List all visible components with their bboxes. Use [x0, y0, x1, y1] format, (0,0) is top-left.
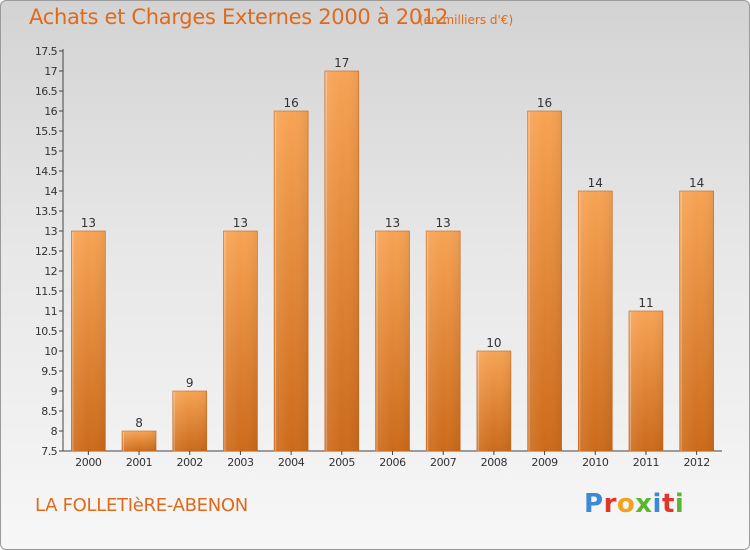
y-tick-label: 7.5: [41, 445, 57, 458]
y-tick-label: 12: [44, 265, 57, 278]
x-tick-label: 2010: [582, 456, 609, 469]
x-tick-label: 2012: [683, 456, 709, 469]
y-tick-label: 9.5: [41, 365, 57, 378]
x-tick-label: 2003: [227, 456, 254, 469]
bar-shine: [172, 391, 207, 451]
logo-letter: r: [603, 489, 617, 519]
bar-shine: [122, 431, 157, 451]
logo-letter: o: [616, 489, 636, 519]
data-label: 10: [486, 336, 501, 350]
x-tick-label: 2002: [177, 456, 203, 469]
y-tick-label: 12.5: [35, 245, 58, 258]
bar-shine: [628, 311, 663, 451]
data-labels: 13 8 9 13 16 17 13 13 10 16 14 11 14: [81, 56, 705, 430]
commune-name: LA FOLLETIèRE-ABENON: [35, 495, 248, 516]
y-tick-label: 10: [44, 345, 57, 358]
bar-shine: [223, 231, 258, 451]
bar-shine: [426, 231, 461, 451]
y-tick-label: 9: [51, 385, 58, 398]
data-label: 11: [638, 296, 653, 310]
y-tick-label: 8.5: [41, 405, 57, 418]
bar-shine: [476, 351, 511, 451]
bar-shine: [527, 111, 562, 451]
y-tick-label: 17.5: [35, 45, 58, 58]
x-axis-ticks: 2000 2001 2002 2003 2004 2005 2006 2007 2008 2009…: [75, 451, 710, 469]
x-tick-label: 2008: [481, 456, 508, 469]
y-tick-label: 16: [44, 105, 57, 118]
y-tick-label: 13: [44, 225, 57, 238]
data-label: 14: [689, 176, 704, 190]
data-label: 9: [186, 376, 194, 390]
logo-letter: i: [674, 489, 685, 519]
chart-unit-note: (en milliers d'€): [419, 13, 514, 27]
data-label: 16: [537, 96, 552, 110]
x-tick-label: 2006: [379, 456, 406, 469]
x-tick-label: 2007: [430, 456, 457, 469]
y-tick-label: 16.5: [35, 85, 58, 98]
x-tick-label: 2004: [278, 456, 305, 469]
bar-shine: [375, 231, 410, 451]
data-label: 17: [334, 56, 349, 70]
y-tick-label: 15: [44, 145, 57, 158]
logo-letter: t: [661, 489, 675, 519]
data-label: 8: [135, 416, 143, 430]
x-tick-label: 2000: [75, 456, 102, 469]
bar-shine: [324, 71, 359, 451]
data-label: 16: [283, 96, 298, 110]
y-tick-label: 15.5: [35, 125, 58, 138]
y-tick-label: 8: [51, 425, 58, 438]
bar-shine: [578, 191, 613, 451]
bar-shine: [71, 231, 106, 451]
y-axis-ticks: 7.5 8 8.5 9 9.5 10 10.5 11 11.5 12 12.5 13 13.5 14 14.…: [35, 45, 63, 458]
bars: [71, 70, 714, 452]
bar-shine: [679, 191, 714, 451]
logo-letter: x: [635, 489, 653, 519]
data-label: 13: [385, 216, 400, 230]
data-label: 14: [588, 176, 603, 190]
proxiti-logo: Proxiti: [584, 489, 684, 519]
x-tick-label: 2011: [633, 456, 659, 469]
y-tick-label: 11: [44, 305, 57, 318]
x-tick-label: 2009: [531, 456, 558, 469]
logo-letter: P: [584, 489, 604, 519]
y-tick-label: 14: [44, 185, 57, 198]
data-label: 13: [81, 216, 96, 230]
chart-title: Achats et Charges Externes 2000 à 2012: [29, 5, 449, 29]
y-tick-label: 11.5: [35, 285, 58, 298]
y-tick-label: 17: [44, 65, 57, 78]
data-label: 13: [233, 216, 248, 230]
y-tick-label: 13.5: [35, 205, 58, 218]
logo-letter: i: [652, 489, 662, 519]
bar-shine: [274, 111, 309, 451]
data-label: 13: [436, 216, 451, 230]
y-tick-label: 14.5: [35, 165, 58, 178]
x-tick-label: 2005: [329, 456, 356, 469]
x-tick-label: 2001: [126, 456, 152, 469]
y-tick-label: 10.5: [35, 325, 58, 338]
